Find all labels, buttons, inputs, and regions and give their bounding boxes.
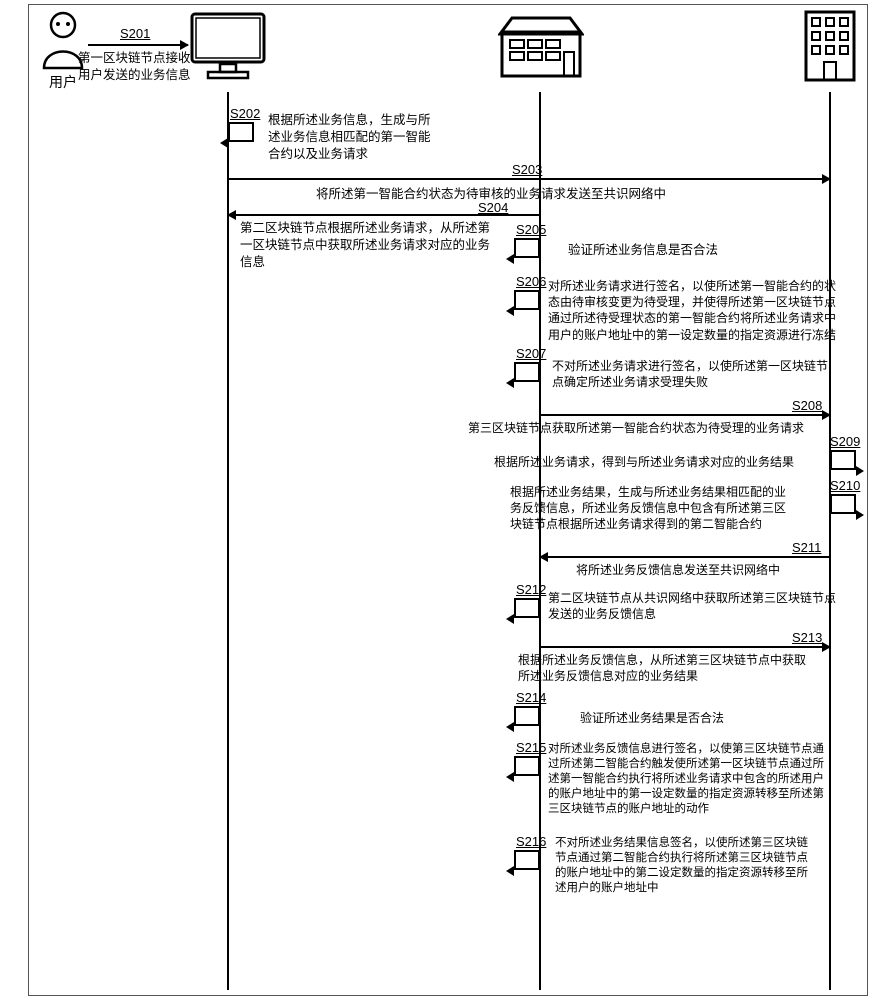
label-s213: S213 bbox=[792, 630, 822, 645]
self-arrow-s212 bbox=[506, 614, 514, 624]
label-s214: S214 bbox=[516, 690, 546, 705]
text-s202: 根据所述业务信息，生成与所 述业务信息相匹配的第一智能 合约以及业务请求 bbox=[268, 112, 458, 163]
self-s212 bbox=[514, 598, 540, 618]
label-s204: S204 bbox=[478, 200, 508, 215]
text-s209: 根据所述业务请求，得到与所述业务请求对应的业务结果 bbox=[494, 454, 794, 470]
self-arrow-s210 bbox=[856, 510, 864, 520]
self-s214 bbox=[514, 706, 540, 726]
text-s201: 第一区块链节点接收 用户发送的业务信息 bbox=[78, 50, 208, 84]
label-s216: S216 bbox=[516, 834, 546, 849]
self-arrow-s202 bbox=[220, 138, 228, 148]
label-s205: S205 bbox=[516, 222, 546, 237]
text-s210: 根据所述业务结果，生成与所述业务结果相匹配的业 务反馈信息，所述业务反馈信息中包… bbox=[510, 484, 825, 533]
self-arrow-s205 bbox=[506, 254, 514, 264]
arrow-s211 bbox=[540, 556, 830, 558]
lifeline-monitor bbox=[227, 92, 229, 990]
label-s202: S202 bbox=[230, 106, 260, 121]
self-s216 bbox=[514, 850, 540, 870]
text-s212: 第二区块链节点从共识网络中获取所述第三区块链节点 发送的业务反馈信息 bbox=[548, 590, 868, 622]
label-s208: S208 bbox=[792, 398, 822, 413]
text-s211: 将所述业务反馈信息发送至共识网络中 bbox=[576, 562, 780, 578]
arrow-s201 bbox=[88, 44, 188, 46]
self-arrow-s215 bbox=[506, 772, 514, 782]
text-s205: 验证所述业务信息是否合法 bbox=[568, 242, 718, 259]
self-arrow-s216 bbox=[506, 866, 514, 876]
text-s215: 对所述业务反馈信息进行签名，以使第三区块链节点通 过所述第二智能合约触发使所述第… bbox=[548, 742, 878, 817]
self-s205 bbox=[514, 238, 540, 258]
label-s211: S211 bbox=[792, 540, 821, 555]
store-icon bbox=[498, 14, 584, 80]
self-s206 bbox=[514, 290, 540, 310]
self-s209 bbox=[830, 450, 856, 470]
text-s208: 第三区块链节点获取所述第一智能合约状态为待受理的业务请求 bbox=[468, 420, 804, 436]
self-s215 bbox=[514, 756, 540, 776]
label-s215: S215 bbox=[516, 740, 546, 755]
text-s206: 对所述业务请求进行签名，以使所述第一智能合约的状 态由待审核变更为待受理，并使得… bbox=[548, 278, 878, 343]
arrow-s208 bbox=[540, 414, 830, 416]
arrow-s203 bbox=[228, 178, 830, 180]
building-icon bbox=[800, 8, 860, 84]
self-arrow-s206 bbox=[506, 306, 514, 316]
arrow-s213 bbox=[540, 646, 830, 648]
text-s216: 不对所述业务结果信息签名，以使所述第三区块链 节点通过第二智能合约执行将所述第三… bbox=[555, 836, 865, 896]
label-s206: S206 bbox=[516, 274, 546, 289]
label-s201: S201 bbox=[120, 26, 150, 41]
self-arrow-s209 bbox=[856, 466, 864, 476]
label-s212: S212 bbox=[516, 582, 546, 597]
text-s207: 不对所述业务请求进行签名，以使所述第一区块链节 点确定所述业务请求受理失败 bbox=[552, 358, 872, 390]
self-arrow-s207 bbox=[506, 378, 514, 388]
self-s202 bbox=[228, 122, 254, 142]
text-s204: 第二区块链节点根据所述业务请求，从所述第 一区块链节点中获取所述业务请求对应的业… bbox=[240, 220, 530, 271]
self-arrow-s214 bbox=[506, 722, 514, 732]
text-s213: 根据所述业务反馈信息，从所述第三区块链节点中获取 所述业务反馈信息对应的业务结果 bbox=[518, 652, 848, 684]
actor-store bbox=[498, 14, 584, 80]
label-s210: S210 bbox=[830, 478, 860, 493]
actor-building bbox=[800, 8, 860, 84]
self-s207 bbox=[514, 362, 540, 382]
label-s209: S209 bbox=[830, 434, 860, 449]
label-s203: S203 bbox=[512, 162, 542, 177]
self-s210 bbox=[830, 494, 856, 514]
label-s207: S207 bbox=[516, 346, 546, 361]
text-s214: 验证所述业务结果是否合法 bbox=[580, 710, 724, 726]
